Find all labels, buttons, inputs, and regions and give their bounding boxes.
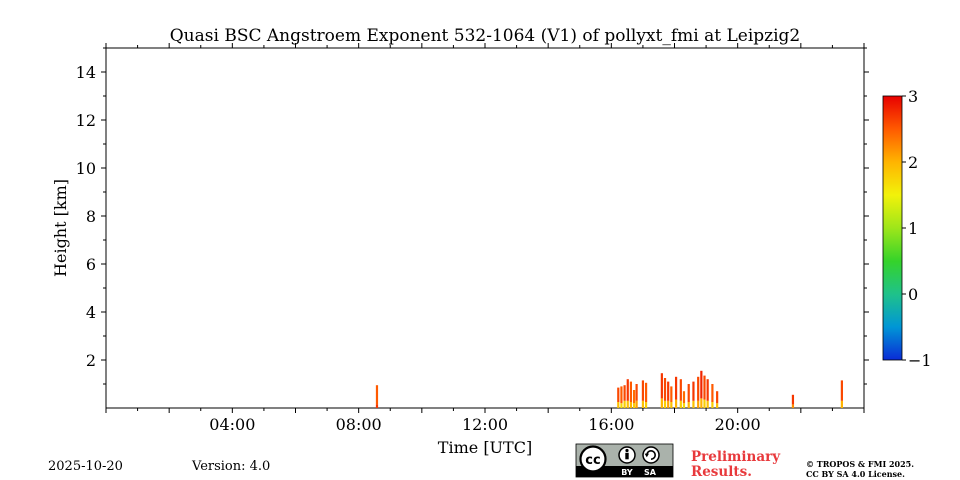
profile-cell-3-1 [623,385,626,401]
profile-cell-1-0 [617,402,620,408]
profile-cell-26-1 [840,380,843,401]
profile-cell-7-1 [635,384,638,401]
profile-cell-6-0 [632,403,636,408]
profile-cell-16-0 [682,403,686,408]
preliminary-label-line1: Preliminary [691,449,781,465]
profile-cell-24-1 [716,391,719,404]
y-tick-label: 12 [76,111,96,130]
profile-cell-10-1 [660,373,663,399]
profile-cell-4-0 [626,400,629,408]
profile-cell-11-1 [663,378,667,401]
y-tick-label: 2 [86,351,96,370]
y-tick-label: 10 [76,159,96,178]
profile-cell-17-0 [687,402,690,408]
preliminary-label-line2: Results. [691,464,752,480]
profile-cell-5-0 [629,402,633,408]
profile-cell-10-0 [660,398,663,408]
copyright-line2: CC BY SA 4.0 License. [806,469,905,479]
y-tick-label: 4 [86,303,96,322]
profile-cell-22-0 [706,400,709,408]
profile-cell-8-0 [641,400,645,408]
profile-cell-4-1 [626,379,629,401]
profile-cell-14-0 [674,399,678,408]
cc-icon: cc [579,445,607,473]
profile-cell-1-1 [617,387,620,402]
profile-cell-13-1 [670,386,673,402]
x-axis-label: Time [UTC] [438,438,532,457]
cc-by-text: BY [621,468,633,477]
profile-cell-16-1 [682,391,686,404]
profile-cell-3-0 [623,400,626,408]
profile-cell-13-0 [670,402,673,408]
profile-cell-23-1 [711,384,714,402]
y-tick-label: 8 [86,207,96,226]
profile-cell-8-1 [641,380,645,401]
profile-cell-21-1 [703,375,706,400]
date-label: 2025-10-20 [48,459,123,474]
profile-cell-18-1 [692,381,695,401]
cc-license-badge: cc BY SA [575,443,674,478]
colorbar [882,95,903,361]
profile-cell-20-1 [700,370,703,399]
y-axis-label: Height [km] [51,179,70,277]
profile-cell-17-1 [687,384,690,402]
profile-cell-14-1 [674,376,678,400]
tick-layer: 04:00 08:00 12:00 16:00 20:00 2 4 6 8 10 12 14 [76,43,869,434]
y-tick-label: 14 [76,63,96,82]
profile-cell-18-0 [692,400,695,408]
colorbar-tick-label: 1 [908,219,918,238]
version-label: Version: 4.0 [191,459,270,474]
profile-cell-26-0 [840,400,843,408]
x-tick-label: 20:00 [715,415,761,434]
colorbar-tick-label: 0 [908,285,918,304]
profile-cell-15-1 [679,379,682,401]
profile-cell-0-1 [375,385,379,405]
cc-sa-text: SA [644,468,657,477]
share-alike-icon [642,446,660,464]
cc-text: cc [585,453,600,468]
profile-cell-9-1 [644,382,648,402]
profile-cell-7-0 [635,400,638,408]
x-tick-label: 12:00 [462,415,508,434]
profile-cell-6-1 [632,390,636,404]
profile-cell-23-0 [711,402,714,408]
colorbar-tick-label: 2 [908,153,918,172]
colorbar-tick-label: 3 [908,87,918,106]
profile-cell-9-0 [644,402,648,408]
colorbar-tick-label: −1 [908,351,932,370]
y-tick-label: 6 [86,255,96,274]
profile-cell-20-0 [700,398,703,408]
x-tick-label: 08:00 [336,415,382,434]
attribution-icon [618,446,636,464]
profile-cell-19-1 [697,376,700,401]
x-tick-label: 04:00 [209,415,255,434]
profile-cell-19-0 [697,400,700,408]
profile-cell-22-1 [706,379,709,401]
profile-cell-25-0 [791,404,795,408]
colorbar-ticks: 3 2 1 0 −1 [902,87,932,370]
profile-cell-21-0 [703,399,706,408]
chart-title: Quasi BSC Angstroem Exponent 532-1064 (V… [170,26,801,46]
profile-cell-5-1 [629,381,633,402]
profile-cell-0-0 [375,404,379,408]
profile-cell-12-1 [667,381,670,401]
profile-cell-12-0 [667,400,670,408]
copyright-line1: © TROPOS & FMI 2025. [806,459,914,469]
profile-cell-2-1 [620,386,623,404]
profile-cell-2-0 [620,403,623,408]
profile-cell-25-1 [791,394,795,405]
data-layer [375,370,843,408]
profile-cell-15-0 [679,400,682,408]
x-tick-label: 16:00 [588,415,634,434]
profile-cell-11-0 [663,400,667,408]
profile-cell-24-0 [716,403,719,408]
plot-area-frame [105,47,865,409]
